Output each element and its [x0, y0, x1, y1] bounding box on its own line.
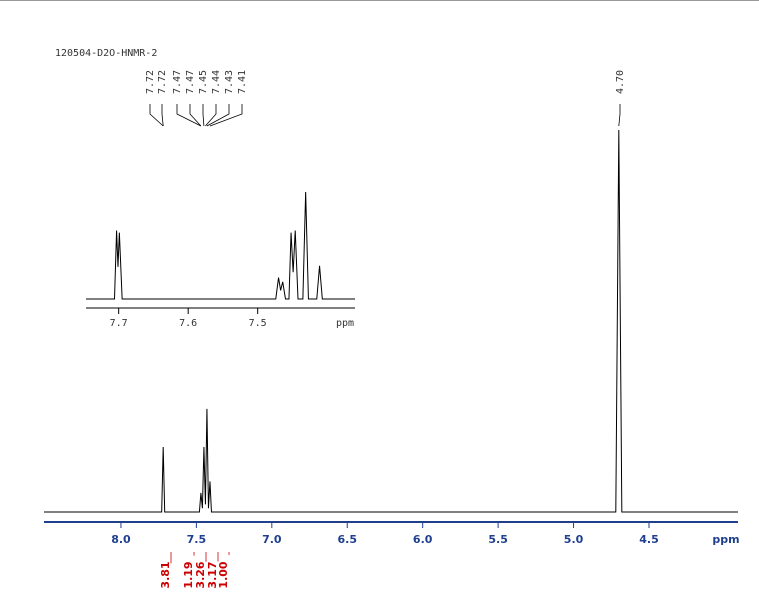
spectrum [86, 191, 355, 300]
peak-label: 7.41 [237, 70, 248, 94]
peak-connector [618, 104, 621, 127]
chart-title: 120504-D2O-HNMR-2 [55, 48, 157, 59]
x-tick-label: 6.5 [337, 533, 357, 546]
peak-label: 4.70 [615, 70, 626, 94]
peak-label: 7.72 [145, 70, 156, 94]
peak-label: 7.47 [185, 70, 196, 94]
x-axis-label: ppm [336, 318, 354, 329]
x-tick-label: 7.7 [110, 318, 128, 329]
x-tick-label: 7.0 [262, 533, 282, 546]
x-tick-label: 7.5 [249, 318, 267, 329]
integral-label: 3.17 [206, 561, 219, 588]
peak-label: 7.45 [198, 70, 209, 94]
peak-connector [176, 104, 202, 127]
x-tick-label: 7.6 [179, 318, 197, 329]
peak-label: 7.44 [211, 70, 222, 94]
x-axis-label: ppm [712, 533, 739, 546]
integral-label: 1.00 [217, 561, 230, 588]
peak-connector [149, 104, 164, 127]
peak-connector [206, 104, 230, 127]
x-tick-label: 5.5 [488, 533, 508, 546]
spectrum [44, 129, 738, 513]
integral-label: 3.26 [194, 561, 207, 588]
x-tick-label: 4.5 [639, 533, 659, 546]
peak-connector [161, 104, 164, 127]
peak-connector [189, 104, 202, 127]
peak-connector [209, 104, 243, 127]
x-tick-label: 5.0 [564, 533, 584, 546]
peak-label: 7.43 [224, 70, 235, 94]
integral-label: 1.19 [182, 561, 195, 588]
peak-connector [202, 104, 205, 127]
x-tick-label: 6.0 [413, 533, 433, 546]
peak-label: 7.72 [157, 70, 168, 94]
x-tick-label: 8.0 [111, 533, 131, 546]
integral-label: 3.81 [159, 561, 172, 588]
peak-connector [205, 104, 217, 127]
x-tick-label: 7.5 [187, 533, 207, 546]
peak-label: 7.47 [172, 70, 183, 94]
